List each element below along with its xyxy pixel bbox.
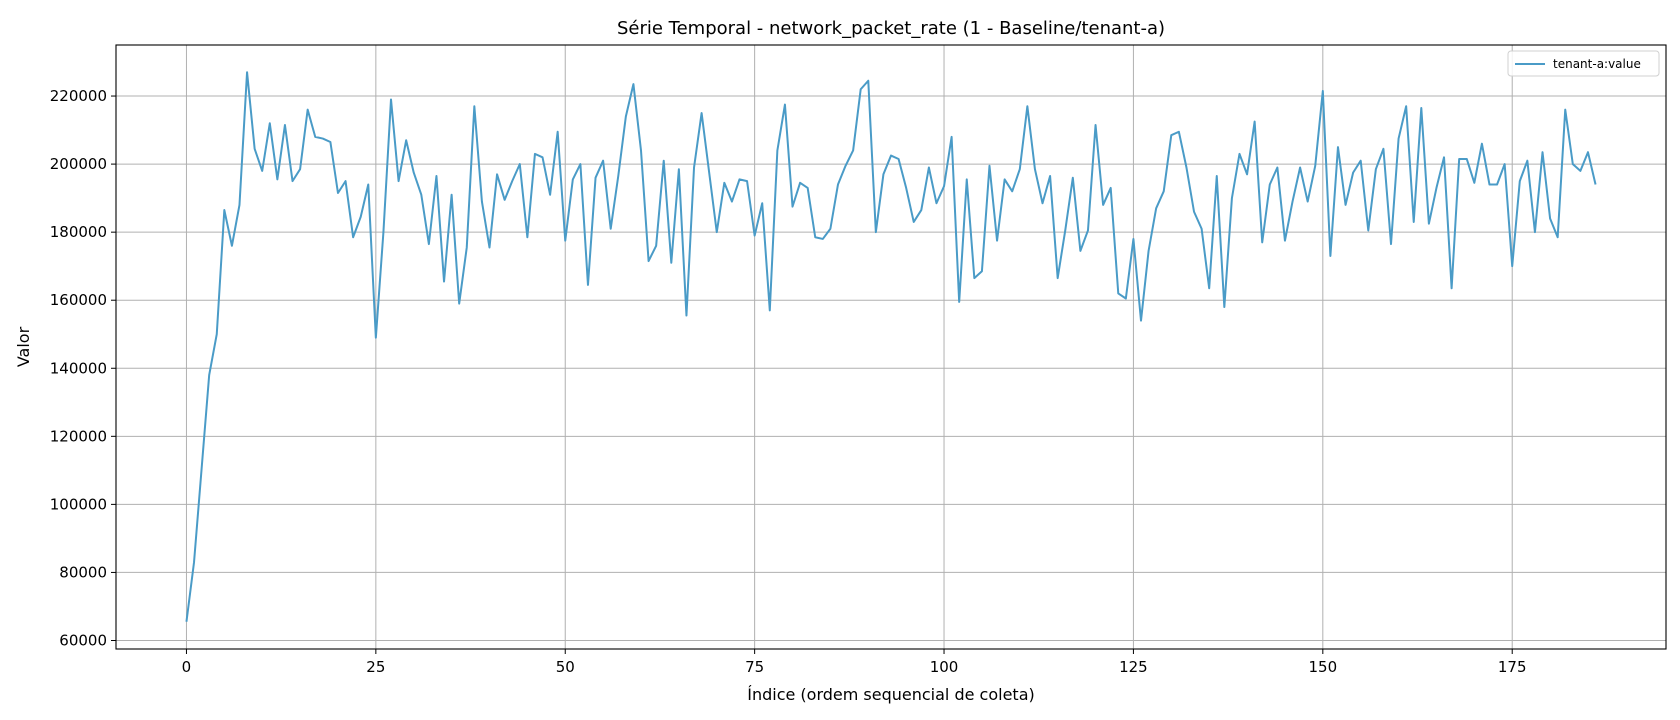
- x-tick-label: 175: [1498, 658, 1527, 676]
- series-layer: [185, 71, 1597, 622]
- series-line-tenant-a-value: [185, 71, 1597, 622]
- y-tick-label: 100000: [50, 495, 107, 513]
- y-tick-label: 180000: [50, 223, 107, 241]
- x-axis-ticks: 0 25 50 75 100 125 150 175: [182, 649, 1527, 676]
- x-tick-label: 150: [1308, 658, 1337, 676]
- x-tick-label: 125: [1119, 658, 1148, 676]
- x-tick-label: 50: [556, 658, 575, 676]
- x-tick-label: 100: [930, 658, 959, 676]
- y-tick-label: 200000: [50, 155, 107, 173]
- x-tick-label: 0: [182, 658, 192, 676]
- x-axis-label: Índice (ordem sequencial de coleta): [747, 685, 1035, 704]
- y-axis-label: Valor: [14, 326, 33, 367]
- x-tick-label: 75: [745, 658, 764, 676]
- x-tick-label: 25: [366, 658, 385, 676]
- y-axis-ticks: 60000 80000 100000 120000 140000 160000 180000…: [50, 87, 116, 649]
- y-tick-label: 160000: [50, 291, 107, 309]
- chart-title: Série Temporal - network_packet_rate (1 …: [617, 18, 1165, 39]
- plot-area-frame: [115, 44, 1667, 650]
- y-tick-label: 120000: [50, 427, 107, 445]
- y-tick-label: 140000: [50, 359, 107, 377]
- legend-box: [1507, 50, 1660, 77]
- legend-label-tenant-a-value: tenant-a:value: [1553, 57, 1641, 71]
- y-tick-label: 220000: [50, 87, 107, 105]
- y-tick-label: 60000: [59, 631, 107, 649]
- legend: tenant-a:value: [1507, 50, 1660, 77]
- y-tick-label: 80000: [59, 563, 107, 581]
- grid-lines: [116, 45, 1666, 649]
